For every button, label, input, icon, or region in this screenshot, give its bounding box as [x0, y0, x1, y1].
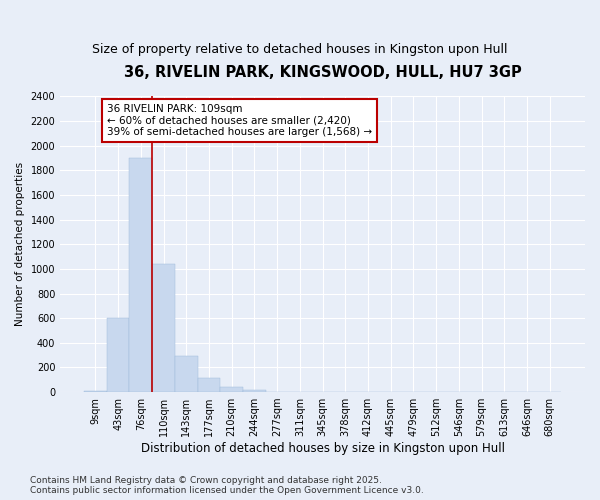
Bar	[175, 356, 197, 392]
Bar	[107, 318, 130, 392]
Bar	[197, 378, 220, 392]
Title: 36, RIVELIN PARK, KINGSWOOD, HULL, HU7 3GP: 36, RIVELIN PARK, KINGSWOOD, HULL, HU7 3…	[124, 65, 521, 80]
Text: Size of property relative to detached houses in Kingston upon Hull: Size of property relative to detached ho…	[92, 42, 508, 56]
Bar	[152, 264, 175, 392]
Y-axis label: Number of detached properties: Number of detached properties	[15, 162, 25, 326]
Text: Contains HM Land Registry data © Crown copyright and database right 2025.
Contai: Contains HM Land Registry data © Crown c…	[30, 476, 424, 495]
Bar	[220, 387, 243, 392]
Text: 36 RIVELIN PARK: 109sqm
← 60% of detached houses are smaller (2,420)
39% of semi: 36 RIVELIN PARK: 109sqm ← 60% of detache…	[107, 104, 372, 137]
Bar	[243, 390, 266, 392]
X-axis label: Distribution of detached houses by size in Kingston upon Hull: Distribution of detached houses by size …	[140, 442, 505, 455]
Bar	[84, 391, 107, 392]
Bar	[130, 158, 152, 392]
